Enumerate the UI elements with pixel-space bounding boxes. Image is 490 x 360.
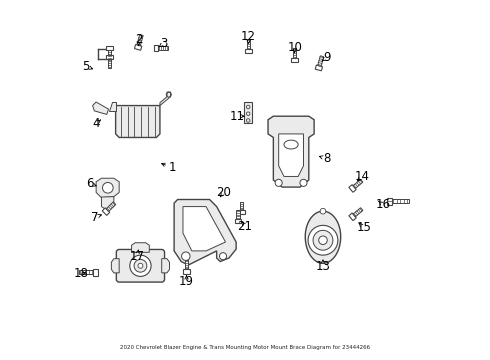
Polygon shape — [240, 202, 243, 210]
Polygon shape — [392, 199, 409, 203]
Text: 3: 3 — [160, 37, 167, 50]
Text: 21: 21 — [238, 220, 252, 233]
Polygon shape — [106, 55, 113, 59]
Polygon shape — [158, 46, 168, 50]
Polygon shape — [247, 39, 250, 49]
Polygon shape — [79, 270, 93, 274]
Text: 6: 6 — [86, 177, 94, 190]
Polygon shape — [315, 65, 322, 71]
Polygon shape — [162, 259, 170, 273]
Polygon shape — [245, 49, 252, 53]
Polygon shape — [116, 105, 160, 138]
Polygon shape — [279, 134, 303, 176]
Circle shape — [275, 179, 282, 186]
Polygon shape — [111, 259, 119, 273]
Circle shape — [182, 252, 190, 260]
Text: 4: 4 — [93, 117, 100, 130]
Polygon shape — [93, 102, 109, 114]
Text: 10: 10 — [287, 41, 302, 54]
Polygon shape — [160, 92, 171, 105]
Polygon shape — [108, 50, 111, 58]
Text: 20: 20 — [216, 186, 231, 199]
Circle shape — [320, 208, 326, 214]
Polygon shape — [174, 199, 236, 265]
Polygon shape — [236, 211, 240, 219]
Text: 7: 7 — [91, 211, 98, 224]
Polygon shape — [102, 208, 110, 215]
Polygon shape — [106, 202, 116, 211]
Polygon shape — [134, 45, 142, 50]
Polygon shape — [318, 56, 324, 66]
Circle shape — [220, 253, 226, 260]
Text: 11: 11 — [230, 110, 245, 123]
Polygon shape — [108, 59, 111, 68]
Polygon shape — [387, 198, 392, 205]
Polygon shape — [96, 178, 119, 198]
Text: 16: 16 — [376, 198, 391, 211]
Circle shape — [308, 225, 338, 255]
Polygon shape — [132, 243, 149, 252]
Text: 12: 12 — [241, 30, 256, 43]
Polygon shape — [93, 269, 98, 276]
Polygon shape — [183, 207, 225, 251]
Text: 15: 15 — [356, 221, 371, 234]
Text: 18: 18 — [74, 267, 89, 280]
Text: 2020 Chevrolet Blazer Engine & Trans Mounting Motor Mount Brace Diagram for 2344: 2020 Chevrolet Blazer Engine & Trans Mou… — [120, 345, 370, 350]
Polygon shape — [305, 211, 341, 263]
Text: 17: 17 — [129, 250, 145, 263]
Polygon shape — [185, 260, 188, 269]
Circle shape — [313, 230, 333, 250]
Circle shape — [130, 255, 151, 276]
Text: 9: 9 — [323, 51, 330, 64]
Polygon shape — [106, 46, 113, 50]
Polygon shape — [349, 185, 356, 192]
Text: 13: 13 — [316, 260, 330, 273]
Polygon shape — [349, 213, 356, 221]
Polygon shape — [235, 219, 241, 223]
Text: 14: 14 — [354, 170, 369, 183]
Circle shape — [102, 183, 113, 193]
Text: 5: 5 — [82, 60, 90, 73]
Polygon shape — [109, 102, 116, 111]
Text: 2: 2 — [135, 33, 143, 46]
Polygon shape — [244, 102, 252, 123]
Text: 19: 19 — [179, 275, 194, 288]
FancyBboxPatch shape — [116, 249, 165, 282]
Polygon shape — [137, 35, 143, 46]
Polygon shape — [353, 208, 363, 217]
Polygon shape — [101, 197, 114, 210]
Polygon shape — [293, 48, 296, 58]
Text: 8: 8 — [323, 152, 330, 165]
Polygon shape — [292, 58, 298, 62]
Polygon shape — [183, 269, 190, 274]
Circle shape — [134, 260, 147, 272]
Polygon shape — [353, 179, 363, 188]
Polygon shape — [238, 210, 245, 214]
Circle shape — [318, 236, 327, 244]
Text: 1: 1 — [169, 161, 176, 174]
Polygon shape — [268, 116, 314, 187]
Circle shape — [300, 179, 307, 186]
Circle shape — [138, 263, 143, 268]
Polygon shape — [154, 45, 158, 51]
